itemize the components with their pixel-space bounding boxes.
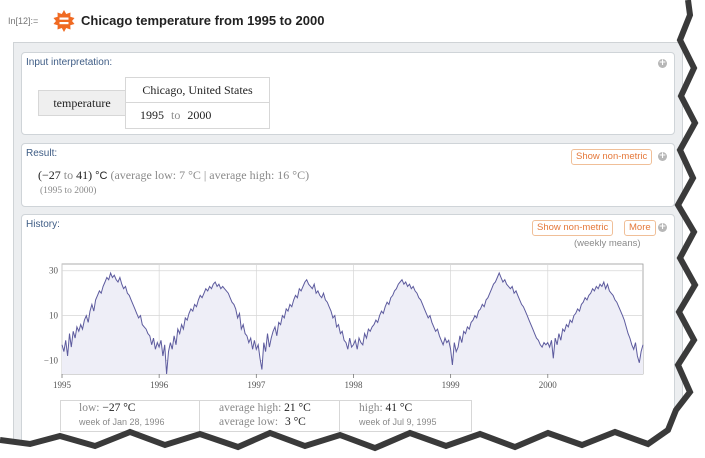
query-text[interactable]: Chicago temperature from 1995 to 2000 [81,13,325,28]
divider [199,401,200,431]
wolfram-alpha-logo-icon [53,10,75,32]
divider [339,401,340,431]
pod-title: Input interpretation: [26,57,113,68]
input-cell-label: In[12]:= [8,16,39,26]
period-cell: 1995 to 2000 [140,103,211,127]
range-high: 41 [76,168,89,182]
avg-low-label: average low: [219,416,279,428]
pod-title: History: [26,219,60,230]
y-tick-label: 30 [49,266,59,276]
x-tick-label: 1998 [344,380,363,388]
input-prompt-row: In[12]:= Chicago temperature from 1995 t… [0,0,705,40]
more-button[interactable]: More [624,220,656,236]
high-label: high: [359,402,383,414]
plus-circle-icon[interactable]: + [658,151,667,161]
low-value: −27 °C [102,402,136,414]
property-cell: temperature [38,90,126,116]
avg-low-stat: average low: 3 °C [219,416,306,428]
result-period: (1995 to 2000) [40,186,97,196]
x-tick-label: 1999 [442,380,461,388]
unit: °C [95,170,108,182]
x-tick-label: 1995 [53,380,72,388]
year-to: 2000 [187,108,212,122]
year-from: 1995 [140,108,164,122]
plus-circle-icon[interactable]: + [658,222,667,232]
low-label: low: [79,402,100,414]
show-non-metric-button[interactable]: Show non-metric [532,220,614,236]
pod-title: Result: [26,148,58,159]
y-tick-label: −10 [44,356,59,366]
history-stats-table: low: −27 °C week of Jan 28, 1996 average… [60,400,472,432]
to-word: to [63,168,74,182]
interpretation-table: Chicago, United States 1995 to 2000 [125,77,270,129]
avg-high-value: 21 °C [284,402,311,414]
x-tick-label: 1996 [150,380,169,388]
show-non-metric-button[interactable]: Show non-metric [571,149,653,165]
to-word: to [171,108,181,122]
avg-high-label: average high: [219,402,282,414]
avg-low-value: 3 °C [284,416,306,428]
high-value: 41 °C [385,402,413,414]
weekly-means-note: (weekly means) [574,238,641,249]
range-low: −27 [42,168,61,182]
low-week: week of Jan 28, 1996 [79,417,165,427]
x-tick-label: 2000 [539,380,558,388]
high-week: week of Jul 9, 1995 [359,417,437,427]
high-stat: high: 41 °C [359,402,412,414]
plus-circle-icon[interactable]: + [658,58,667,68]
avg-high-stat: average high: 21 °C [219,402,311,414]
temperature-history-chart: 1995 1996 1997 1998 1999 2000 30 10 −10 [44,263,644,388]
y-tick-label: 10 [49,311,59,321]
location-cell: Chicago, United States [126,78,269,103]
result-value: (−27 to 41) °C (average low: 7 °C | aver… [38,168,310,182]
result-detail: (average low: 7 °C | average high: 16 °C… [110,168,310,182]
low-stat: low: −27 °C [79,402,135,414]
x-tick-label: 1997 [247,380,266,388]
